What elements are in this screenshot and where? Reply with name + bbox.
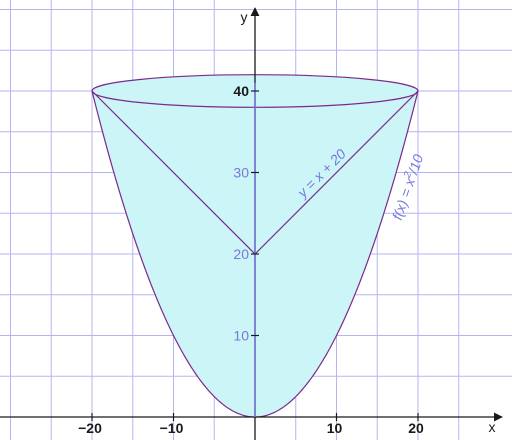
y-tick-label: 30 (233, 165, 249, 181)
tick-labels: −20 −10 10 20 10 20 30 40 x y (78, 9, 495, 436)
axes (0, 7, 503, 440)
x-tick-label: −10 (160, 420, 184, 436)
y-tick-label: 20 (233, 246, 249, 262)
annotation-superscript: 2 (402, 170, 415, 180)
x-tick-label: −20 (78, 420, 102, 436)
x-tick-label: 20 (408, 420, 424, 436)
y-axis-label: y (241, 9, 248, 25)
annotation-tail: /10 (404, 152, 426, 177)
x-axis-label: x (489, 419, 496, 435)
x-tick-label: 10 (327, 420, 343, 436)
y-tick-label: 10 (233, 328, 249, 344)
y-tick-label: 40 (233, 83, 249, 99)
